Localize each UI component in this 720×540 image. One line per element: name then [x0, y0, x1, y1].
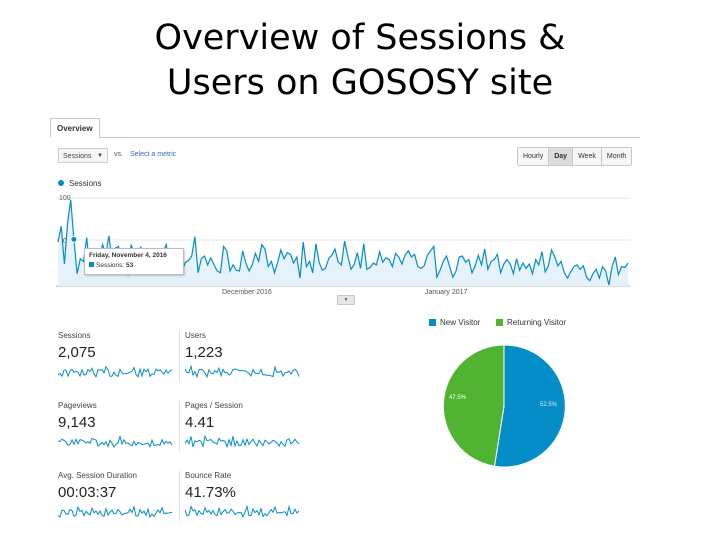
chart-legend-label: Sessions [69, 179, 102, 188]
metric-sessions[interactable]: Sessions 2,075 [58, 331, 178, 378]
chart-legend: Sessions [58, 179, 101, 188]
sparkline [185, 434, 300, 448]
metric-label: Sessions [58, 331, 91, 340]
visitor-pie-chart[interactable] [441, 343, 567, 469]
sparkline [185, 364, 300, 378]
metric-value: 00:03:37 [58, 484, 117, 501]
hover-point [70, 235, 78, 243]
slide-title-line1: Overview of Sessions & [154, 18, 566, 58]
pie-legend-label: New Visitor [440, 318, 481, 327]
pie-slice-returning-visitor [442, 344, 505, 467]
metric-value: 2,075 [58, 344, 96, 361]
sparkline [58, 434, 173, 448]
sparkline [58, 505, 173, 518]
period-hourly-button[interactable]: Hourly [518, 148, 550, 165]
pie-legend-returning-visitor[interactable]: Returning Visitor [496, 318, 566, 327]
tooltip-date: Friday, November 4, 2016 [89, 252, 167, 259]
metric-value: 1,223 [185, 344, 223, 361]
metric-label: Avg. Session Duration [58, 471, 138, 480]
slide-title-line2: Users on GOSOSY site [166, 63, 554, 103]
metric-select[interactable]: Sessions ▼ [58, 148, 108, 163]
tooltip-label: Sessions: [96, 262, 125, 269]
tab-divider [99, 137, 640, 138]
x-axis-label-december: December 2016 [222, 289, 272, 296]
series-dot-icon [58, 180, 64, 186]
period-month-button[interactable]: Month [601, 148, 632, 165]
metric-label: Users [185, 331, 206, 340]
legend-swatch-icon [429, 319, 436, 326]
pie-label-new: 52.5% [540, 402, 558, 408]
metric-divider [179, 471, 180, 521]
metric-divider [179, 401, 180, 451]
metric-pageviews[interactable]: Pageviews 9,143 [58, 401, 178, 448]
collapse-chart-toggle[interactable]: ▼ [337, 295, 355, 305]
metric-label: Bounce Rate [185, 471, 232, 480]
chevron-down-icon: ▼ [97, 153, 103, 159]
metric-label: Pages / Session [185, 401, 243, 410]
x-axis-label-january: January 2017 [425, 289, 468, 296]
tab-overview[interactable]: Overview [50, 118, 100, 137]
sparkline [58, 365, 173, 378]
select-metric-link[interactable]: Select a metric [130, 151, 177, 158]
legend-swatch-icon [496, 319, 503, 326]
metric-value: 4.41 [185, 414, 215, 431]
sparkline [185, 504, 300, 518]
metric-users[interactable]: Users 1,223 [185, 331, 305, 378]
pie-label-returning: 47.5% [449, 395, 467, 401]
slide-title: Overview of Sessions & Users on GOSOSY s… [0, 16, 720, 106]
metric-divider [179, 331, 180, 381]
metric-value: 41.73% [185, 484, 236, 501]
tooltip-row: Sessions: 53 [89, 262, 179, 269]
y-tick-label-100: 100 [59, 195, 71, 202]
period-week-button[interactable]: Week [573, 148, 602, 165]
sessions-area-chart[interactable]: 100 50 [56, 190, 630, 290]
metric-bounce-rate[interactable]: Bounce Rate 41.73% [185, 471, 305, 518]
tooltip-value: 53 [126, 262, 134, 269]
pie-legend-new-visitor[interactable]: New Visitor [429, 318, 480, 327]
metric-avg-session-duration[interactable]: Avg. Session Duration 00:03:37 [58, 471, 178, 518]
metric-label: Pageviews [58, 401, 97, 410]
metric-value: 9,143 [58, 414, 96, 431]
metric-select-value: Sessions [63, 153, 92, 160]
series-square-icon [89, 262, 94, 267]
period-selector: Hourly Day Week Month [517, 147, 633, 166]
pie-slice-new-visitor [493, 344, 566, 468]
period-day-button[interactable]: Day [549, 148, 574, 165]
pie-legend-label: Returning Visitor [507, 318, 566, 327]
metric-pages-per-session[interactable]: Pages / Session 4.41 [185, 401, 305, 448]
vs-label: vs. [114, 151, 123, 158]
chart-tooltip: Friday, November 4, 2016 Sessions: 53 [84, 248, 184, 275]
